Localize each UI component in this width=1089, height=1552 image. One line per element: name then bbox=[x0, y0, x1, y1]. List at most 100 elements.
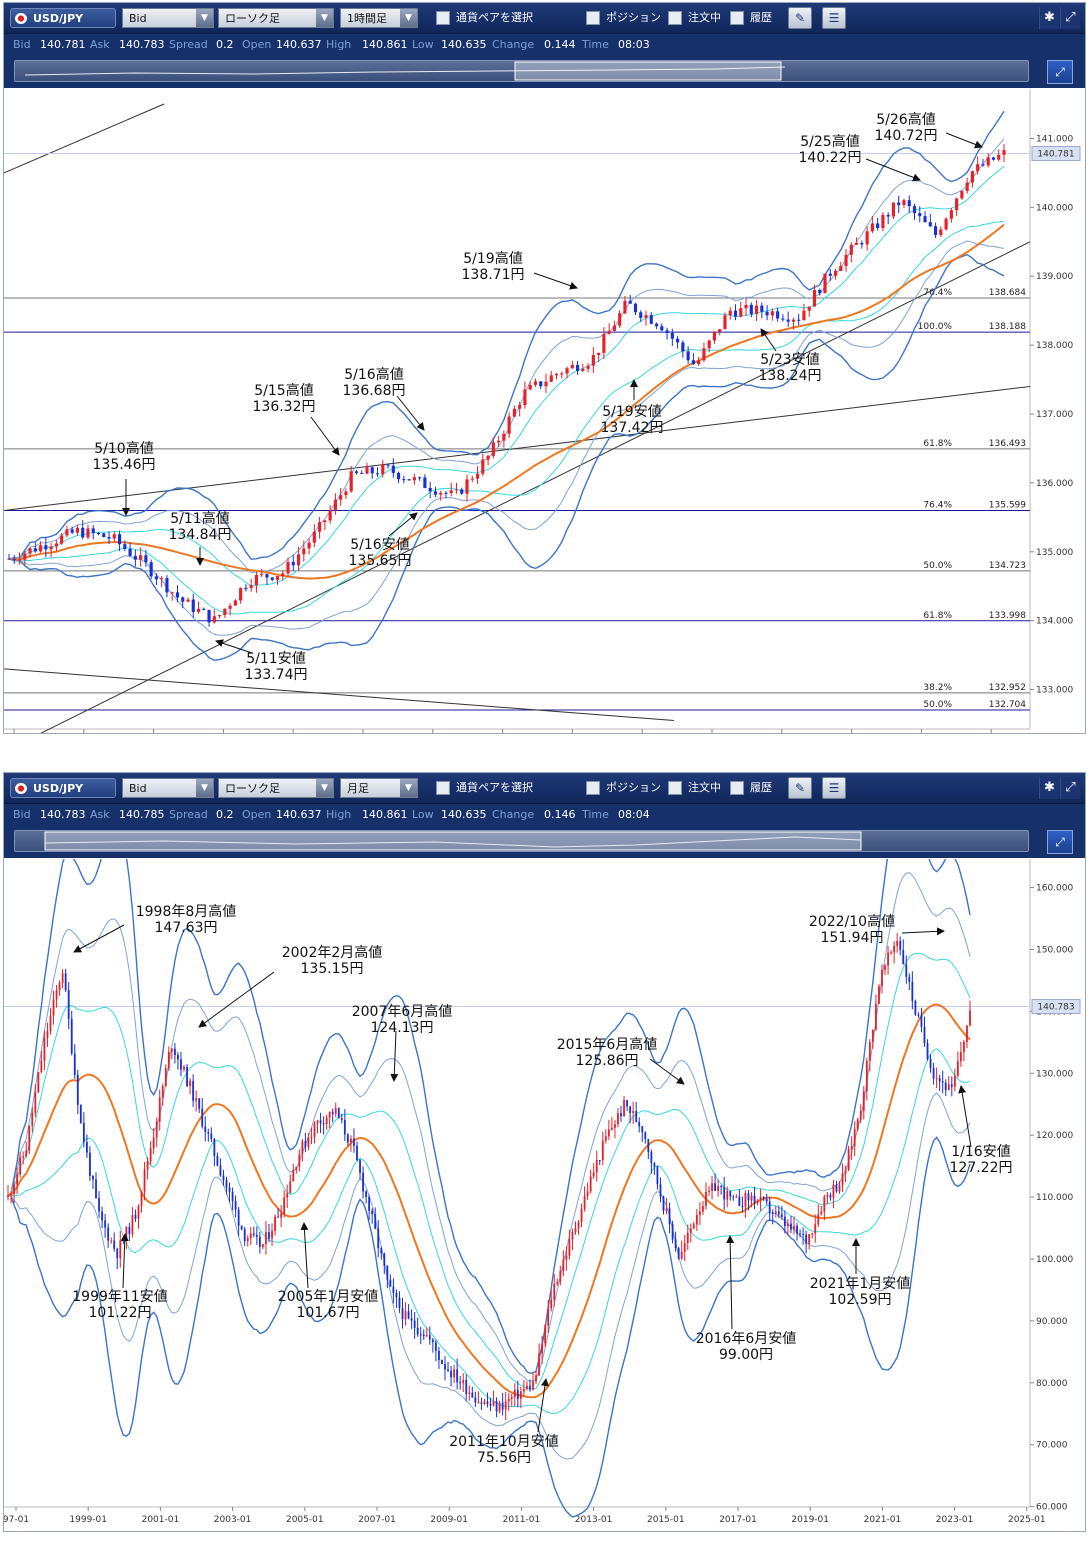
candle-body bbox=[64, 973, 67, 991]
order-checkbox[interactable] bbox=[668, 781, 682, 795]
candle-body bbox=[502, 433, 506, 441]
currency-pair-button[interactable]: USD/JPY bbox=[10, 778, 116, 798]
pair-select-checkbox[interactable] bbox=[436, 781, 450, 795]
candle-body bbox=[255, 1234, 258, 1237]
bid-label: Bid bbox=[13, 38, 31, 51]
annotation-title: 1/16安値 bbox=[951, 1144, 1010, 1160]
candle-body bbox=[639, 312, 643, 318]
candle-body bbox=[333, 499, 337, 511]
annotation-arrow bbox=[945, 132, 983, 149]
gear-icon[interactable]: ✱ bbox=[1039, 7, 1059, 29]
y-tick-label: 100.000 bbox=[1036, 1255, 1073, 1265]
candle-body bbox=[504, 1401, 507, 1410]
annotation-price: 75.56円 bbox=[477, 1450, 531, 1466]
history-toggle[interactable]: 履歴 bbox=[730, 778, 772, 798]
order-checkbox[interactable] bbox=[668, 11, 682, 25]
candle-body bbox=[12, 558, 16, 560]
price-type-select[interactable]: Bid ▼ bbox=[122, 778, 214, 798]
order-toggle[interactable]: 注文中 bbox=[668, 8, 721, 28]
candle-body bbox=[428, 487, 432, 492]
history-checkbox[interactable] bbox=[730, 781, 744, 795]
candle-body bbox=[96, 532, 101, 534]
navigator-scrollbar[interactable] bbox=[14, 60, 1029, 82]
pair-select-toggle[interactable]: 通貨ペアを選択 bbox=[436, 8, 533, 28]
candle-body bbox=[519, 1391, 522, 1399]
candle-body bbox=[85, 1142, 88, 1153]
candle-body bbox=[712, 331, 717, 341]
gear-icon[interactable]: ✱ bbox=[1039, 777, 1059, 799]
timeframe-select[interactable]: 1時間足 ▼ bbox=[340, 8, 418, 28]
annotation-price: 99.00円 bbox=[719, 1347, 773, 1363]
position-checkbox[interactable] bbox=[586, 781, 600, 795]
indicator-window-icon[interactable]: ☰ bbox=[822, 7, 846, 29]
timeframe-select[interactable]: 月足 ▼ bbox=[340, 778, 418, 798]
candle-body bbox=[726, 1191, 729, 1200]
navigator-sparkline bbox=[24, 61, 786, 81]
candle-body bbox=[116, 1248, 119, 1259]
candle-body bbox=[549, 375, 553, 382]
navigator-scrollbar[interactable] bbox=[14, 830, 1029, 852]
annotation-price: 125.86円 bbox=[576, 1053, 639, 1069]
candle-body bbox=[735, 1196, 738, 1198]
history-checkbox[interactable] bbox=[730, 11, 744, 25]
candle-body bbox=[717, 1185, 720, 1191]
expand-icon[interactable]: ⤢ bbox=[1060, 7, 1080, 29]
bollinger-band-1sigma-upper bbox=[7, 952, 971, 1390]
candle-body bbox=[170, 592, 174, 594]
expand-icon[interactable]: ⤢ bbox=[1060, 777, 1080, 799]
candle-body bbox=[807, 306, 811, 311]
annotation-price: 151.94円 bbox=[821, 930, 884, 946]
chart-type-value: ローソク足 bbox=[225, 12, 280, 25]
pair-select-toggle[interactable]: 通貨ペアを選択 bbox=[436, 778, 533, 798]
candle-body bbox=[286, 561, 290, 574]
position-toggle[interactable]: ポジション bbox=[586, 8, 661, 28]
chart-type-select[interactable]: ローソク足 ▼ bbox=[218, 8, 334, 28]
candle-body bbox=[260, 574, 264, 576]
candle-body bbox=[699, 1211, 701, 1216]
chart-toolbar: USD/JPY Bid ▼ ローソク足 ▼ 1時間足 ▼ 通貨ペアを選択 ポジション … bbox=[4, 3, 1085, 34]
candle-body bbox=[523, 389, 527, 405]
annotation-price: 135.65円 bbox=[349, 553, 412, 569]
x-tick-label: 2011-01 bbox=[503, 1515, 541, 1525]
candle-body bbox=[617, 1113, 619, 1125]
candle-body bbox=[765, 311, 769, 316]
candle-body bbox=[407, 479, 411, 481]
candle-body bbox=[270, 577, 274, 580]
candle-body bbox=[554, 374, 559, 376]
zoom-fit-icon[interactable]: ⤢ bbox=[1047, 60, 1073, 84]
drawing-tool-icon[interactable]: ✎ bbox=[788, 777, 812, 799]
candle-body bbox=[486, 455, 490, 460]
pair-select-checkbox[interactable] bbox=[436, 11, 450, 25]
candle-body bbox=[604, 1136, 607, 1141]
position-toggle[interactable]: ポジション bbox=[586, 778, 661, 798]
chevron-down-icon: ▼ bbox=[196, 9, 213, 27]
currency-pair-button[interactable]: USD/JPY bbox=[10, 8, 116, 28]
candle-body bbox=[659, 1184, 662, 1197]
chart-type-select[interactable]: ローソク足 ▼ bbox=[218, 778, 334, 798]
annotation-title: 5/15高値 bbox=[254, 382, 313, 399]
candle-body bbox=[154, 576, 158, 580]
chevron-down-icon: ▼ bbox=[196, 779, 213, 797]
indicator-window-icon[interactable]: ☰ bbox=[822, 777, 846, 799]
monthly-chart-area[interactable]: 160.000150.000140.000130.000120.000110.0… bbox=[4, 859, 1085, 1532]
hourly-chart-area[interactable]: 141.000 140.000 139.000 138.000 137.000 136.0… bbox=[4, 89, 1085, 734]
low-label: Low bbox=[412, 808, 434, 821]
candle-body bbox=[783, 1216, 786, 1227]
price-type-select[interactable]: Bid ▼ bbox=[122, 8, 214, 28]
order-toggle[interactable]: 注文中 bbox=[668, 778, 721, 798]
candle-body bbox=[7, 1195, 9, 1198]
candle-body bbox=[818, 290, 822, 294]
drawing-tool-icon[interactable]: ✎ bbox=[788, 7, 812, 29]
x-tick-label: 2021-01 bbox=[864, 1515, 902, 1525]
candle-body bbox=[44, 545, 48, 550]
candle-body bbox=[841, 1173, 844, 1186]
candle-body bbox=[744, 304, 748, 309]
candle-body bbox=[76, 1074, 79, 1105]
history-toggle[interactable]: 履歴 bbox=[730, 8, 772, 28]
position-checkbox[interactable] bbox=[586, 11, 600, 25]
x-tick-label: 2009-01 bbox=[430, 1515, 468, 1525]
candle-body bbox=[328, 1111, 331, 1118]
candle-body bbox=[39, 545, 43, 552]
candle-body bbox=[689, 1228, 692, 1233]
zoom-fit-icon[interactable]: ⤢ bbox=[1047, 830, 1073, 854]
